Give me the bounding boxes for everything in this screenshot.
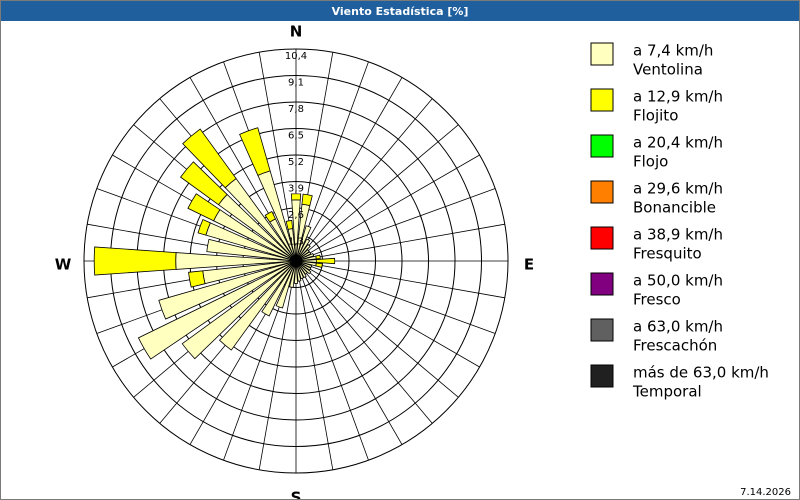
legend-label: a 29,6 km/h: [633, 180, 723, 198]
direction-label: N: [290, 23, 303, 41]
wedge: [93, 246, 177, 276]
wedge: [206, 238, 297, 262]
spoke: [295, 98, 433, 262]
legend-swatch: [590, 226, 614, 250]
footer-date: 7.14.2026: [740, 487, 791, 498]
direction-label: S: [291, 489, 302, 500]
wedge: [295, 253, 315, 262]
wedge: [275, 260, 297, 309]
legend-label: a 12,9 km/h: [633, 88, 723, 106]
legend-description: Bonancible: [633, 199, 716, 217]
wedge: [315, 257, 336, 265]
wedge: [261, 260, 297, 317]
spoke: [295, 154, 480, 262]
direction-label: W: [55, 256, 72, 274]
wedge: [187, 193, 221, 222]
legend-description: Fresquito: [633, 245, 702, 263]
wedge: [315, 254, 321, 260]
spoke: [295, 223, 505, 262]
ring-label: 5,2: [288, 157, 304, 168]
ring-label: 7,8: [288, 104, 304, 115]
wedge: [181, 260, 297, 360]
wedge: [218, 260, 297, 351]
spoke: [295, 260, 403, 445]
wedge: [290, 193, 302, 201]
wedge: [295, 225, 312, 262]
direction-label: E: [524, 256, 534, 274]
legend-description: Flojo: [633, 153, 668, 171]
wedge: [295, 243, 311, 262]
legend-description: Flojito: [633, 107, 678, 125]
legend-description: Frescachón: [633, 337, 717, 355]
wedge: [295, 249, 310, 262]
ring-label: 9,1: [288, 78, 304, 89]
title-bar: [1, 1, 799, 21]
legend-description: Ventolina: [633, 61, 703, 79]
legend-label: a 50,0 km/h: [633, 272, 723, 290]
wedge: [301, 193, 313, 207]
wedge: [239, 127, 271, 176]
spoke: [295, 124, 459, 262]
wedge: [295, 260, 308, 275]
legend-description: Temporal: [632, 383, 702, 401]
legend-swatch: [590, 272, 614, 296]
wedge: [295, 260, 302, 282]
ring-label: 10,4: [285, 51, 307, 62]
ring-label: 6,5: [288, 131, 304, 142]
chart-title: Viento Estadística [%]: [332, 5, 469, 18]
spoke: [295, 188, 496, 262]
ring-label: 3,9: [288, 184, 304, 195]
legend-description: Fresco: [633, 291, 681, 309]
wedge: [197, 219, 211, 236]
wedge: [188, 270, 206, 288]
legend-label: a 20,4 km/h: [633, 134, 723, 152]
wedge: [295, 238, 311, 262]
wedge: [295, 260, 307, 279]
legend-swatch: [590, 42, 614, 66]
spoke: [295, 260, 459, 398]
wedge: [295, 260, 304, 280]
wedge: [294, 260, 298, 284]
legend-label: a 63,0 km/h: [633, 318, 723, 336]
wedge: [264, 210, 276, 223]
wedge: [315, 262, 323, 268]
legend-swatch: [590, 180, 614, 204]
ring-label: 2,6: [288, 210, 304, 221]
spoke: [258, 260, 297, 470]
ring-label: 1,3: [288, 237, 304, 248]
spoke: [295, 260, 505, 299]
spoke: [295, 77, 403, 262]
spoke: [295, 260, 480, 368]
wedge: [285, 220, 294, 230]
legend-label: a 7,4 km/h: [633, 42, 713, 60]
spoke: [295, 260, 496, 334]
wedge: [182, 128, 237, 189]
legend-label: más de 63,0 km/h: [633, 364, 769, 382]
spoke: [295, 260, 369, 461]
spoke: [295, 260, 433, 424]
wedge: [180, 161, 228, 206]
wedge: [295, 260, 312, 275]
wedge: [158, 260, 297, 320]
wedge: [137, 260, 297, 360]
legend-label: a 38,9 km/h: [633, 226, 723, 244]
legend-swatch: [590, 318, 614, 342]
spoke: [295, 260, 334, 470]
legend-swatch: [590, 364, 614, 388]
legend-swatch: [590, 134, 614, 158]
legend-swatch: [590, 88, 614, 112]
wedge: [295, 251, 312, 262]
